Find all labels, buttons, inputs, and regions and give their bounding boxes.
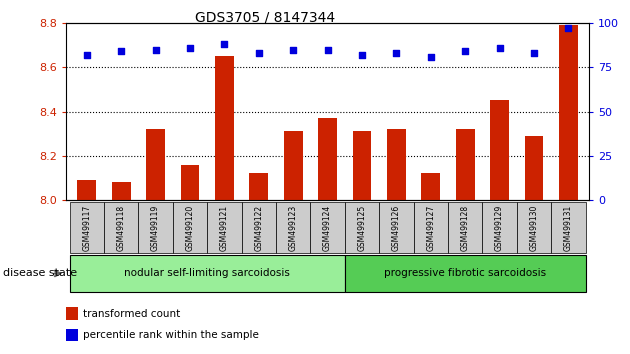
Text: GDS3705 / 8147344: GDS3705 / 8147344 [195, 11, 335, 25]
Point [254, 50, 264, 56]
Bar [66, 329, 78, 341]
Text: disease state: disease state [3, 268, 77, 279]
Point [357, 52, 367, 58]
Bar [490, 101, 509, 200]
Bar [207, 202, 241, 253]
Text: GSM499118: GSM499118 [117, 204, 126, 251]
Point [391, 50, 401, 56]
Point [151, 47, 161, 52]
Text: transformed count: transformed count [83, 309, 180, 319]
Bar [414, 202, 448, 253]
Text: GSM499129: GSM499129 [495, 204, 504, 251]
Text: GSM499128: GSM499128 [461, 204, 470, 251]
Text: nodular self-limiting sarcoidosis: nodular self-limiting sarcoidosis [124, 268, 290, 279]
Bar [181, 165, 200, 200]
Bar [551, 202, 586, 253]
Bar [311, 202, 345, 253]
Bar [249, 173, 268, 200]
Bar [483, 202, 517, 253]
Bar [173, 202, 207, 253]
Text: GSM499125: GSM499125 [357, 204, 367, 251]
Bar [104, 202, 139, 253]
Text: GSM499117: GSM499117 [83, 204, 91, 251]
Point [116, 48, 126, 54]
Text: GSM499127: GSM499127 [427, 204, 435, 251]
Text: GSM499126: GSM499126 [392, 204, 401, 251]
Bar [353, 131, 372, 200]
Bar [517, 202, 551, 253]
Bar [215, 56, 234, 200]
Bar [66, 307, 78, 320]
Bar [276, 202, 311, 253]
Bar [139, 202, 173, 253]
Text: GSM499131: GSM499131 [564, 204, 573, 251]
Bar [284, 131, 302, 200]
Text: GSM499123: GSM499123 [289, 204, 298, 251]
Point [426, 54, 436, 59]
Bar [146, 129, 165, 200]
Bar [525, 136, 544, 200]
Point [495, 45, 505, 51]
Bar [69, 202, 104, 253]
Point [529, 50, 539, 56]
Point [563, 25, 573, 31]
Bar [455, 129, 474, 200]
Text: progressive fibrotic sarcoidosis: progressive fibrotic sarcoidosis [384, 268, 546, 279]
Point [82, 52, 92, 58]
Text: GSM499120: GSM499120 [185, 204, 195, 251]
Bar [387, 129, 406, 200]
Bar [318, 118, 337, 200]
Text: GSM499119: GSM499119 [151, 204, 160, 251]
Bar [77, 180, 96, 200]
Bar [241, 202, 276, 253]
Bar [379, 202, 414, 253]
Bar [559, 25, 578, 200]
Bar [448, 202, 483, 253]
Bar [112, 182, 130, 200]
Bar [345, 255, 586, 292]
Text: percentile rank within the sample: percentile rank within the sample [83, 330, 259, 340]
Point [185, 45, 195, 51]
Bar [345, 202, 379, 253]
Point [219, 41, 229, 47]
Point [323, 47, 333, 52]
Bar [69, 255, 345, 292]
Text: GSM499122: GSM499122 [255, 204, 263, 251]
Text: GSM499130: GSM499130 [529, 204, 539, 251]
Bar [421, 173, 440, 200]
Text: GSM499121: GSM499121 [220, 204, 229, 251]
Point [460, 48, 470, 54]
Text: GSM499124: GSM499124 [323, 204, 332, 251]
Point [288, 47, 298, 52]
